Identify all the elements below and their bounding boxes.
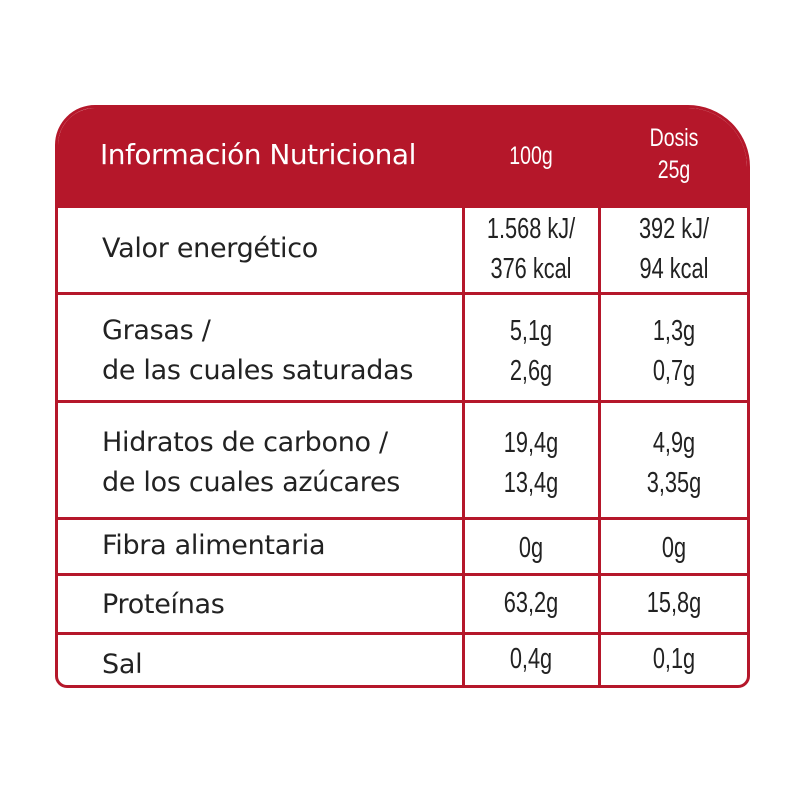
- row-label: Fibra alimentaria: [102, 530, 326, 561]
- value-dose: 0,1g: [652, 643, 696, 675]
- header-title: Información Nutricional: [100, 138, 416, 171]
- value-dose: 1,3g: [652, 315, 696, 347]
- value-dose: 0g: [661, 532, 687, 564]
- column-divider: [462, 205, 465, 685]
- table-header: Información Nutricional 100g Dosis 25g: [58, 108, 747, 208]
- value-dose: 0,7g: [652, 355, 696, 387]
- value-100g: 1.568 kJ/: [486, 213, 576, 245]
- value-dose: 15,8g: [646, 587, 702, 619]
- value-100g: 5,1g: [509, 315, 553, 347]
- value-100g: 19,4g: [503, 427, 559, 459]
- header-dose: Dosis 25g: [615, 122, 734, 186]
- nutrition-table: Información Nutricional 100g Dosis 25g V…: [55, 105, 750, 688]
- header-dose-label: Dosis: [649, 124, 699, 152]
- value-dose: 3,35g: [646, 467, 702, 499]
- row-label: Proteínas: [102, 589, 225, 620]
- value-100g: 2,6g: [509, 355, 553, 387]
- table-row: Valor energético 1.568 kJ/ 376 kcal 392 …: [58, 205, 747, 293]
- value-100g: 0,4g: [509, 643, 553, 675]
- table-row: Grasas / de las cuales saturadas 5,1g 2,…: [58, 292, 747, 402]
- table-row: Sal 0,4g 0,1g: [58, 632, 747, 685]
- row-label: de los cuales azúcares: [102, 467, 401, 498]
- row-label: Valor energético: [102, 233, 318, 264]
- row-label: de las cuales saturadas: [102, 355, 414, 386]
- header-100g: 100g: [478, 140, 584, 172]
- row-label: Hidratos de carbono /: [102, 427, 388, 458]
- value-100g: 63,2g: [503, 587, 559, 619]
- table-row: Proteínas 63,2g 15,8g: [58, 573, 747, 633]
- value-dose: 392 kJ/: [638, 213, 710, 245]
- value-100g: 0g: [518, 532, 544, 564]
- table-row: Fibra alimentaria 0g 0g: [58, 517, 747, 574]
- value-100g: 376 kcal: [490, 253, 572, 285]
- value-100g: 13,4g: [503, 467, 559, 499]
- column-divider: [598, 205, 601, 685]
- row-label: Grasas /: [102, 315, 211, 346]
- value-dose: 4,9g: [652, 427, 696, 459]
- header-100g-label: 100g: [509, 142, 553, 170]
- value-dose: 94 kcal: [639, 253, 709, 285]
- row-label: Sal: [102, 649, 143, 680]
- header-dose-amount: 25g: [657, 156, 691, 184]
- table-row: Hidratos de carbono / de los cuales azúc…: [58, 400, 747, 518]
